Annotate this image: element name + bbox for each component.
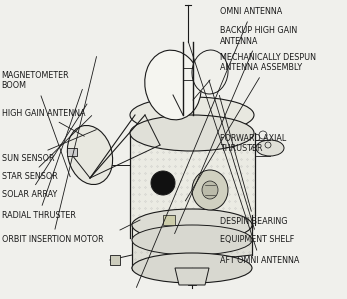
Ellipse shape [132, 253, 252, 283]
Text: AFT OMNI ANTENNA: AFT OMNI ANTENNA [188, 42, 300, 265]
Ellipse shape [130, 115, 254, 151]
Ellipse shape [132, 209, 252, 241]
Text: MAGNETOMETER
BOOM: MAGNETOMETER BOOM [2, 71, 70, 177]
Text: DESPIN BEARING: DESPIN BEARING [219, 95, 288, 226]
Polygon shape [130, 133, 255, 238]
Text: BACKUP HIGH GAIN
ANTENNA: BACKUP HIGH GAIN ANTENNA [175, 26, 298, 234]
Bar [163, 215, 175, 225]
Text: STAR SENSOR: STAR SENSOR [2, 116, 92, 181]
Ellipse shape [130, 97, 254, 133]
Ellipse shape [67, 126, 113, 184]
Ellipse shape [202, 181, 218, 199]
Polygon shape [110, 255, 120, 265]
Ellipse shape [145, 50, 201, 120]
Text: ORBIT INSERTION MOTOR: ORBIT INSERTION MOTOR [2, 57, 103, 244]
Ellipse shape [192, 170, 228, 210]
Ellipse shape [192, 50, 228, 94]
Ellipse shape [256, 140, 284, 156]
Polygon shape [132, 215, 252, 268]
Circle shape [151, 171, 175, 195]
Bar [67, 148, 77, 156]
Text: RADIAL THRUSTER: RADIAL THRUSTER [2, 89, 82, 220]
Polygon shape [175, 268, 209, 285]
Text: FORWARD AXIAL
THRUSTER: FORWARD AXIAL THRUSTER [220, 134, 287, 153]
Text: MECHANICALLY DESPUN
ANTENNA ASSEMBLY: MECHANICALLY DESPUN ANTENNA ASSEMBLY [185, 53, 316, 201]
Text: SUN SENSOR: SUN SENSOR [2, 130, 96, 163]
Ellipse shape [132, 225, 252, 255]
Text: HIGH GAIN ANTENNA: HIGH GAIN ANTENNA [2, 109, 85, 136]
Text: SOLAR ARRAY: SOLAR ARRAY [2, 104, 87, 199]
Text: OMNI ANTENNA: OMNI ANTENNA [136, 7, 282, 287]
Text: EQUIPMENT SHELF: EQUIPMENT SHELF [209, 80, 295, 244]
